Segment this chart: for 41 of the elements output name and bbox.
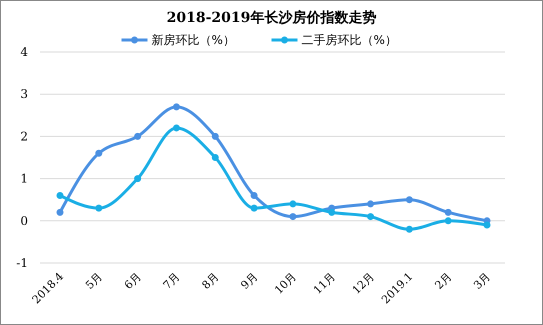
point bbox=[95, 204, 102, 212]
point bbox=[444, 208, 452, 216]
point bbox=[250, 192, 258, 199]
point bbox=[212, 132, 219, 140]
legend-label: 新房环比（%） bbox=[152, 33, 235, 47]
y-tick-label: 4 bbox=[20, 45, 28, 59]
point bbox=[56, 208, 64, 216]
x-tick-label: 7月 bbox=[160, 270, 183, 292]
chart-title: 2018-2019年长沙房价指数走势 bbox=[166, 9, 376, 26]
x-tick-label: 2月 bbox=[432, 270, 454, 292]
point bbox=[95, 150, 102, 157]
x-tick-label: 11月 bbox=[310, 270, 338, 297]
x-tick-label: 3月 bbox=[471, 270, 494, 292]
point bbox=[289, 213, 296, 220]
point bbox=[250, 204, 258, 212]
x-tick-label: 6月 bbox=[122, 270, 144, 292]
x-tick-label: 10月 bbox=[272, 270, 300, 297]
x-tick-label: 8月 bbox=[199, 270, 222, 292]
point bbox=[134, 175, 142, 182]
y-tick-label: 1 bbox=[20, 172, 28, 186]
point bbox=[212, 154, 219, 161]
point bbox=[367, 213, 374, 220]
y-tick-label: 3 bbox=[20, 87, 28, 102]
point bbox=[444, 217, 452, 224]
point bbox=[406, 196, 413, 204]
point bbox=[289, 200, 296, 208]
point bbox=[484, 222, 490, 229]
x-tick-label: 12月 bbox=[350, 270, 377, 297]
legend-label: 二手房环比（%） bbox=[302, 33, 397, 47]
x-tick-label: 5月 bbox=[83, 270, 105, 292]
point bbox=[172, 124, 180, 132]
point bbox=[367, 200, 374, 208]
point bbox=[56, 192, 64, 199]
y-tick-label: 2 bbox=[20, 129, 28, 144]
point bbox=[172, 103, 180, 110]
y-tick-label: 0 bbox=[20, 214, 28, 228]
point bbox=[328, 208, 336, 216]
x-tick-label: 9月 bbox=[238, 270, 260, 292]
y-tick-label: -1 bbox=[16, 256, 28, 270]
point bbox=[406, 226, 413, 233]
point bbox=[134, 132, 142, 140]
